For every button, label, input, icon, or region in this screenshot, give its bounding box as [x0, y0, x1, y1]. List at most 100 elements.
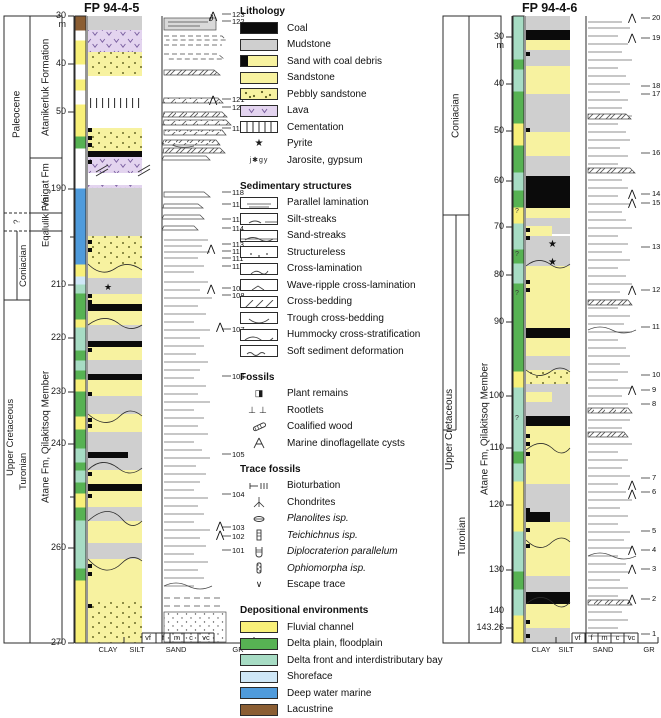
right-sample-16-value: 16 [652, 148, 660, 157]
gs-f-right-text: f [590, 633, 592, 642]
legend-item-delta-plain: Delta plain, floodplain [240, 636, 440, 653]
legend-ophiomorpha-label: Ophiomorpha isp. [287, 563, 366, 574]
left-depth-220: 220 [36, 332, 66, 342]
right-environment-strip [513, 16, 524, 643]
right-dino-icon-10: ⋀ [628, 564, 636, 575]
legend-item-pyrite: ★ Pyrite [240, 136, 440, 153]
right-depth-110: 110 [474, 442, 504, 452]
legend-mudstone-label: Mudstone [287, 39, 331, 50]
left-depth-40: 40 [40, 58, 66, 68]
left-litho-atanikerluk-formation: Atanikerluk Formation [30, 16, 62, 158]
cross-bedding-icon [240, 296, 278, 308]
parallel-lamination-icon [240, 197, 278, 209]
left-chrono-coniacian: Coniacian [17, 231, 30, 300]
left-depth-axis [68, 16, 74, 643]
gs-silt-left-text: SILT [129, 645, 144, 654]
left-dino-icon-4: ⋀ [207, 284, 215, 295]
pyrite-star-icon: ★ [240, 137, 278, 150]
right-sample-12-value: 12 [652, 285, 660, 294]
right-sample-15-value: 15 [652, 198, 660, 207]
left-litho-eqalulik-fm: Eqalulik Fm [30, 213, 62, 231]
legend-item-pebbly-sandstone: Pebbly sandstone [240, 86, 440, 103]
gs-m-right-text: m [601, 633, 607, 642]
right-sample-3: 3 [652, 564, 656, 573]
left-depth-210: 210 [36, 279, 66, 289]
right-depth-120: 120 [474, 499, 504, 509]
deep-water-marine-swatch-icon [240, 687, 278, 699]
delta-front-swatch-icon [240, 654, 278, 666]
svg-text:★: ★ [548, 239, 557, 250]
left-dino-icon-5: ⋀ [216, 322, 224, 333]
right-sample-7: 7 [652, 473, 656, 482]
right-sample-13-value: 13 [652, 242, 660, 251]
legend-plant-remains-label: Plant remains [287, 388, 348, 399]
legend-tracefossils-heading: Trace fossils [240, 464, 440, 475]
right-sample-9: 9 [652, 385, 656, 394]
sandstone-swatch-icon [240, 72, 278, 84]
right-sample-10-value: 10 [652, 370, 660, 379]
left-log-title: FP 94-4-5 [84, 1, 139, 15]
gs-sand-right-text: SAND [593, 645, 614, 654]
right-depth-axis [506, 16, 512, 643]
fluvial-channel-swatch-icon [240, 621, 278, 633]
right-depth-143: 143.26 [462, 622, 504, 632]
legend-teichichnus-label: Teichichnus isp. [287, 530, 358, 541]
right-dino-icon-9: ⋀ [628, 545, 636, 556]
svg-text:★: ★ [548, 257, 557, 268]
legend-item-rootlets: ⊥⊥ Rootlets [240, 402, 440, 419]
legend-structureless-label: Structureless [287, 247, 345, 258]
gs-m-right: m [598, 633, 611, 642]
left-depth-unit: m [40, 19, 66, 29]
gs-clay-right-text: CLAY [531, 645, 550, 654]
right-depth-70: 70 [478, 221, 504, 231]
planolites-icon [240, 512, 278, 525]
right-sample-6: 6 [652, 487, 656, 496]
gs-vf-right: vf [570, 633, 585, 642]
right-sample-14: 14 [652, 189, 660, 198]
legend-item-lacustrine: Lacustrine [240, 702, 440, 718]
left-dino-icon-3: ⋀ [207, 244, 215, 255]
legend-item-cross-bedding: Cross-bedding [240, 294, 440, 311]
right-dino-icon-11: ⋀ [628, 594, 636, 605]
legend-pyrite-label: Pyrite [287, 138, 313, 149]
legend-item-dinoflagellate: Marine dinoflagellate cysts [240, 435, 440, 452]
marine-dinoflagellate-cysts-icon [240, 437, 278, 450]
pyrite-star-icon: ★ [104, 282, 112, 292]
coalified-wood-icon [240, 420, 278, 433]
legend-diplocraterion-label: Diplocraterion parallelum [287, 546, 398, 557]
gs-c-left: c [184, 633, 198, 642]
legend-item-chondrites: Chondrites [240, 494, 440, 511]
chondrites-icon [240, 496, 278, 509]
left-grainsize-scale: vf f m c vc CLAY SILT SAND GR [86, 625, 266, 664]
mudstone-swatch-icon [240, 39, 278, 51]
right-chrono-upper-cretaceous: Upper Cretaceous [443, 215, 456, 643]
lacustrine-swatch-icon [240, 704, 278, 716]
left-dino-icon-2: ⋀ [209, 95, 217, 106]
legend-item-cross-lamination: Cross-lamination [240, 261, 440, 278]
left-environment-strip [75, 16, 86, 643]
trough-cross-bedding-icon [240, 312, 278, 324]
right-sample-20-value: 20 [652, 13, 660, 22]
legend-fluvial-channel-label: Fluvial channel [287, 622, 354, 633]
legend-panel: Lithology Coal Mudstone Sand with coal d… [240, 6, 440, 718]
escape-trace-icon: ∨ [240, 578, 278, 591]
right-sample-13: 13 [652, 242, 660, 251]
gs-gr-right-text: GR [643, 645, 654, 654]
legend-lava-label: Lava [287, 105, 309, 116]
legend-deep-water-marine-label: Deep water marine [287, 688, 371, 699]
right-sample-20: 20 [652, 13, 660, 22]
pebbly-sandstone-swatch-icon [240, 88, 278, 100]
right-sample-11-value: 11 [652, 322, 660, 331]
gs-silt-left: SILT [124, 645, 150, 654]
gs-vf-right-text: vf [575, 633, 581, 642]
structureless-icon [240, 246, 278, 258]
right-chrono-turonian: Turonian [456, 430, 469, 643]
left-depth-270: 270 [36, 637, 66, 647]
gs-vf-left: vf [140, 633, 156, 642]
right-depth-60: 60 [478, 175, 504, 185]
right-litho-atane-qilakitsoq: Atane Fm, Qilakitsoq Member [469, 215, 501, 643]
right-dino-icon-1: ⋀ [628, 13, 636, 24]
legend-item-coalified-wood: Coalified wood [240, 419, 440, 436]
right-sample-6-value: 6 [652, 487, 656, 496]
legend-planolites-label: Planolites isp. [287, 513, 349, 524]
